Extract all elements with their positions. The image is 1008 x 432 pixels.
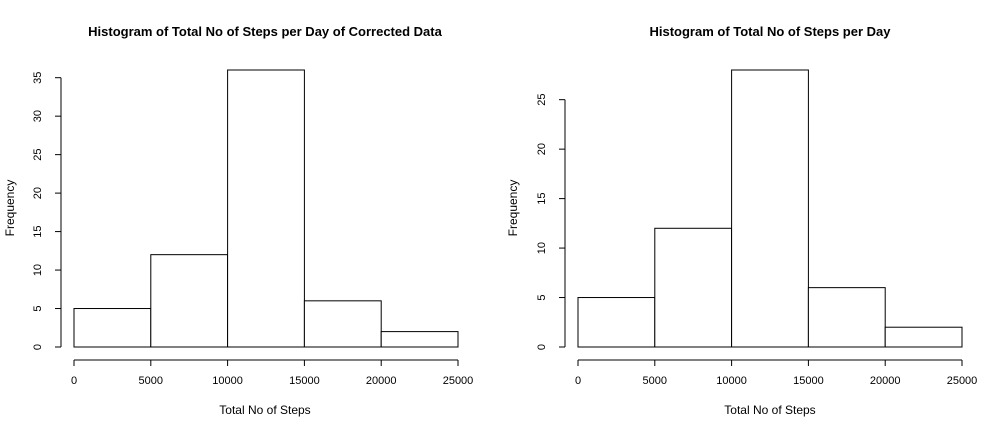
x-axis: 0 5000 10000 15000 20000 25000 [71, 359, 474, 387]
x-axis-label: Total No of Steps [219, 403, 310, 417]
x-axis: 0 5000 10000 15000 20000 25000 [575, 359, 978, 387]
y-axis-label: Frequency [3, 180, 17, 237]
histogram-bar [303, 300, 382, 348]
chart-title: Histogram of Total No of Steps per Day o… [88, 24, 442, 39]
y-tick-label: 25 [536, 94, 548, 106]
x-axis-label: Total No of Steps [724, 403, 815, 417]
y-tick-label: 0 [536, 344, 548, 350]
bars [577, 69, 963, 348]
y-tick-label: 20 [32, 187, 44, 199]
histogram-bar [150, 254, 229, 348]
x-tick-label: 0 [575, 375, 581, 387]
y-tick-label: 15 [32, 225, 44, 237]
x-tick-label: 5000 [643, 375, 667, 387]
histogram-bar [73, 308, 152, 348]
y-axis-label: Frequency [506, 180, 520, 237]
histogram-bar [577, 297, 656, 348]
y-tick-label: 35 [32, 72, 44, 84]
x-tick-label: 25000 [443, 375, 474, 387]
histogram-bar [227, 69, 305, 348]
histogram-bar [731, 69, 809, 348]
bars [73, 69, 459, 348]
x-tick-label: 25000 [947, 375, 978, 387]
y-tick-label: 20 [536, 143, 548, 155]
x-tick-label: 15000 [289, 375, 320, 387]
x-tick-label: 15000 [793, 375, 824, 387]
y-tick-label: 30 [32, 110, 44, 122]
y-tick-label: 15 [536, 192, 548, 204]
y-tick-label: 10 [536, 242, 548, 254]
histogram-panel-original: Histogram of Total No of Steps per Day T… [506, 24, 977, 417]
histogram-bar [654, 227, 733, 348]
x-tick-label: 10000 [212, 375, 243, 387]
y-axis: 0 5 10 15 20 25 [536, 94, 566, 350]
y-tick-label: 0 [32, 344, 44, 350]
y-tick-label: 25 [32, 149, 44, 161]
histogram-bar [380, 331, 459, 348]
x-tick-label: 5000 [139, 375, 163, 387]
y-axis: 0 5 10 15 20 25 30 35 [32, 72, 62, 350]
x-tick-label: 0 [71, 375, 77, 387]
y-tick-label: 5 [536, 294, 548, 300]
histogram-bar [807, 287, 886, 348]
chart-title: Histogram of Total No of Steps per Day [649, 24, 891, 39]
y-tick-label: 5 [32, 305, 44, 311]
x-tick-label: 10000 [716, 375, 747, 387]
histogram-panel-corrected: Histogram of Total No of Steps per Day o… [3, 24, 473, 417]
histogram-bar [884, 326, 963, 348]
x-tick-label: 20000 [870, 375, 901, 387]
x-tick-label: 20000 [366, 375, 397, 387]
y-tick-label: 10 [32, 264, 44, 276]
